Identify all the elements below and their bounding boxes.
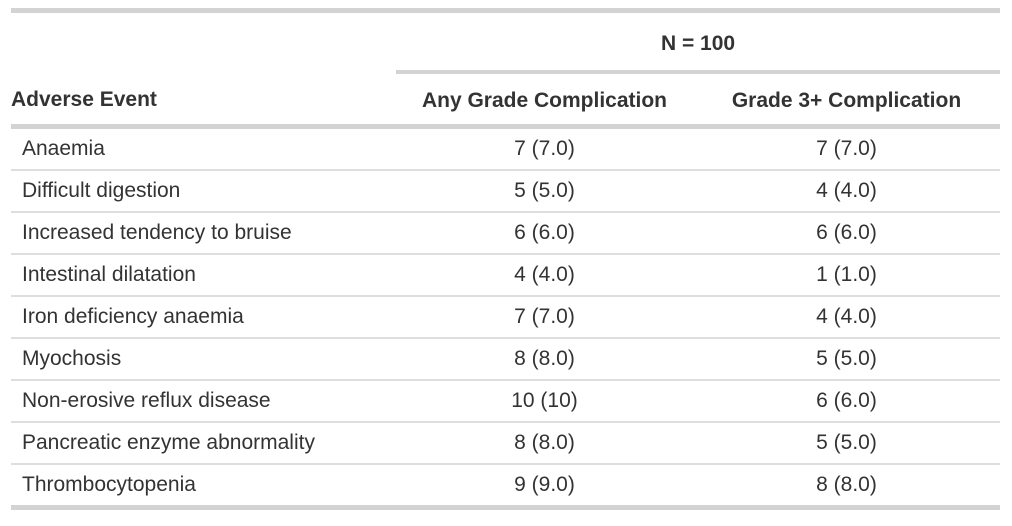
- adverse-event-name: Increased tendency to bruise: [11, 212, 396, 255]
- any-grade-value: 8 (8.0): [396, 422, 693, 465]
- table-row: Anaemia 7 (7.0) 7 (7.0): [11, 126, 1001, 171]
- table-row: Pancreatic enzyme abnormality 8 (8.0) 5 …: [11, 422, 1001, 465]
- grade3plus-value: 6 (6.0): [693, 212, 1001, 255]
- adverse-event-name: Thrombocytopenia: [22, 473, 196, 496]
- adverse-event-name: Pancreatic enzyme abnormality: [11, 422, 396, 465]
- table-row: Intestinal dilatation 4 (4.0) 1 (1.0): [11, 254, 1001, 297]
- adverse-event-name: Non-erosive reflux disease: [11, 380, 396, 423]
- column-header-adverse-event: Adverse Event: [11, 72, 396, 129]
- grade3plus-value: 4 (4.0): [693, 296, 1001, 339]
- column-header-any-grade: Any Grade Complication: [396, 72, 693, 129]
- grade3plus-value: 5 (5.0): [693, 338, 1001, 381]
- table-row: Non-erosive reflux disease 10 (10) 6 (6.…: [11, 380, 1001, 423]
- adverse-event-name: Iron deficiency anaemia: [11, 296, 396, 339]
- adverse-events-table-container: N = 100 Adverse Event Any Grade Complica…: [11, 8, 1001, 510]
- any-grade-value: 10 (10): [396, 380, 693, 423]
- column-header-grade3plus: Grade 3+ Complication: [693, 72, 1001, 129]
- any-grade-value: 8 (8.0): [396, 338, 693, 381]
- any-grade-value: 6 (6.0): [396, 212, 693, 255]
- table-row: Difficult digestion 5 (5.0) 4 (4.0): [11, 170, 1001, 213]
- any-grade-value: 5 (5.0): [396, 170, 693, 213]
- table-row: Thrombocytopenia 9 (9.0) 8 (8.0): [11, 464, 1000, 508]
- grade3plus-value: 5 (5.0): [693, 422, 1001, 465]
- table-row: Iron deficiency anaemia 7 (7.0) 4 (4.0): [11, 296, 1001, 339]
- adverse-event-name: Anaemia: [11, 126, 396, 171]
- table-header: N = 100 Adverse Event Any Grade Complica…: [11, 10, 1001, 129]
- spanner-row: N = 100: [11, 10, 1001, 74]
- any-grade-value: 4 (4.0): [396, 254, 693, 297]
- spanner-header: N = 100: [396, 10, 1001, 74]
- adverse-event-name: Difficult digestion: [11, 170, 396, 213]
- adverse-event-name: Myochosis: [11, 338, 396, 381]
- any-grade-value: 7 (7.0): [396, 126, 693, 171]
- table-row: Increased tendency to bruise 6 (6.0) 6 (…: [11, 212, 1001, 255]
- adverse-events-table: N = 100 Adverse Event Any Grade Complica…: [11, 8, 1001, 510]
- grade3plus-value: 7 (7.0): [693, 126, 1001, 171]
- any-grade-value: 9 (9.0): [514, 473, 575, 496]
- table-body: Anaemia 7 (7.0) 7 (7.0) Difficult digest…: [11, 126, 1001, 508]
- grade3plus-value: 6 (6.0): [693, 380, 1001, 423]
- grade3plus-value: 4 (4.0): [693, 170, 1001, 213]
- grade3plus-value: 8 (8.0): [816, 473, 877, 496]
- table-row: Myochosis 8 (8.0) 5 (5.0): [11, 338, 1001, 381]
- adverse-event-name: Intestinal dilatation: [11, 254, 396, 297]
- grade3plus-value: 1 (1.0): [693, 254, 1001, 297]
- spanner-empty-cell: [11, 11, 396, 73]
- column-header-row: Adverse Event Any Grade Complication Gra…: [11, 72, 1001, 129]
- any-grade-value: 7 (7.0): [396, 296, 693, 339]
